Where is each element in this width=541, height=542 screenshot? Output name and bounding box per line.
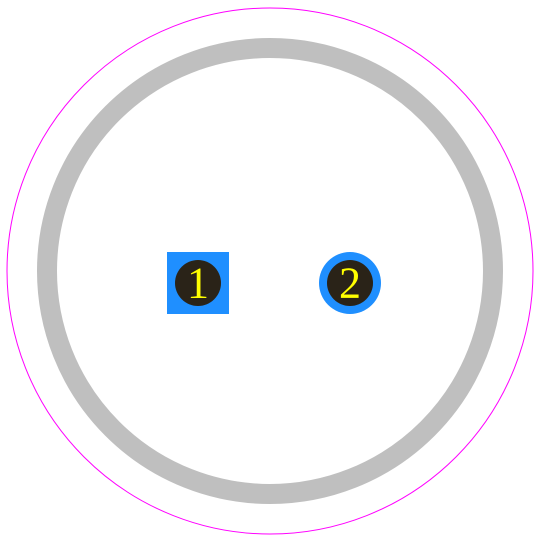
pcb-footprint-diagram: 1 2: [0, 0, 541, 542]
pad-2: 2: [319, 252, 381, 314]
pad-2-label: 2: [339, 259, 361, 308]
silkscreen-ring: [47, 48, 493, 494]
pad-1: 1: [167, 252, 229, 314]
pad-1-label: 1: [187, 259, 209, 308]
outline-circle: [7, 8, 533, 534]
